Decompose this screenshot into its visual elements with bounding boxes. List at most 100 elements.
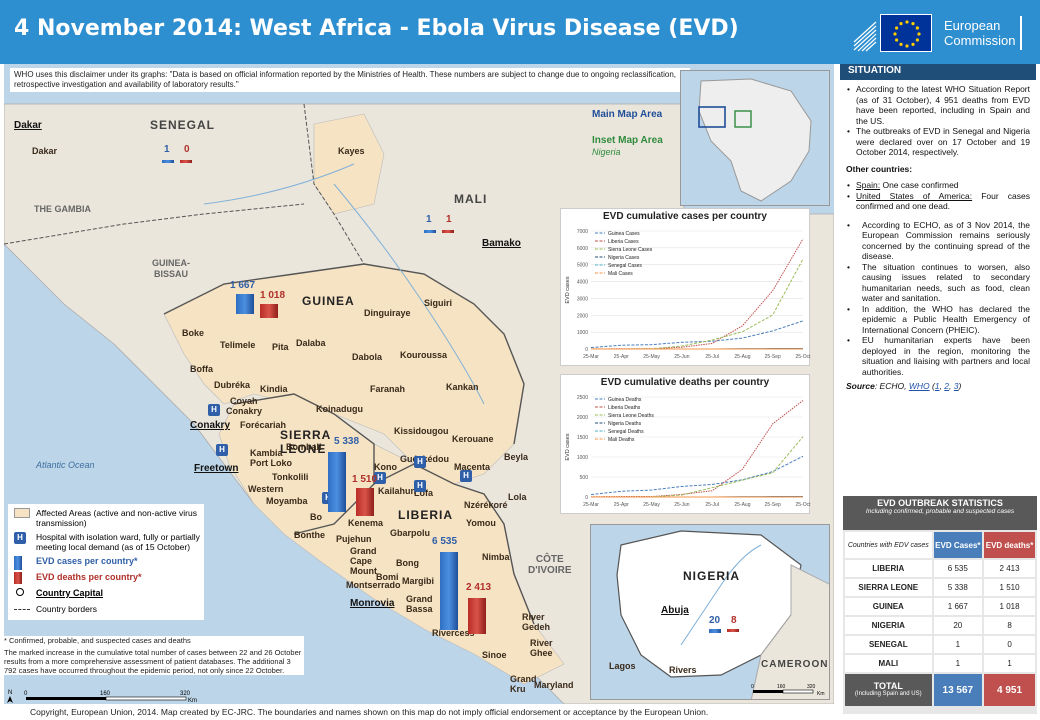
stats-row: GUINEA 1 667 1 018 (845, 598, 1035, 615)
main-map-area-label: Main Map Area (592, 109, 663, 120)
stats-col-cases: EVD Cases* (933, 532, 983, 558)
region-label: Dabola (352, 352, 383, 362)
region-label: Faranah (370, 384, 406, 394)
region-label: Lofa (414, 488, 433, 498)
y-tick-label: 1000 (577, 330, 588, 336)
echo-bullet: EU humanitarian experts have been deploy… (846, 335, 1030, 377)
guinea-deaths-label: 1 018 (260, 290, 286, 301)
region-label: Lola (508, 492, 527, 502)
x-tick-label: 25-Apr (614, 354, 629, 360)
inset-scale-1: 160 (777, 684, 786, 690)
usa-item: United States of America: Four cases con… (846, 191, 1030, 212)
echo-bullet: In addition, the WHO has declared the ep… (846, 304, 1030, 336)
region-label: Port Loko (250, 458, 292, 468)
eu-star-icon (917, 32, 921, 36)
stats-cell-cases: 1 (933, 636, 983, 653)
x-tick-label: 25-Mar (583, 354, 599, 360)
stats-total-label: TOTAL (Including Spain and US) (845, 674, 932, 706)
stats-header: EVD OUTBREAK STATISTICS Including confir… (843, 496, 1037, 530)
eu-star-icon (899, 42, 903, 46)
deaths-bar-swatch (14, 572, 22, 584)
eu-star-icon (911, 42, 915, 46)
nigeria-deaths-label: 8 (731, 615, 737, 626)
region-label: Tonkolili (272, 472, 309, 482)
stats-cell-deaths: 0 (984, 636, 1035, 653)
eu-building-lines-icon (853, 21, 877, 52)
mali-deaths-label: 1 (446, 214, 452, 225)
guinea-deaths-bar (260, 304, 278, 318)
region-label: Grand Kru (510, 674, 537, 694)
source-ref-3-link[interactable]: 3 (953, 381, 959, 391)
eu-star-icon (893, 32, 897, 36)
x-tick-label: 25-Apr (614, 502, 629, 508)
spain-label: Spain: (856, 180, 881, 190)
nigeria-cases-bar (709, 629, 721, 633)
label-atlantic-ocean: Atlantic Ocean (36, 460, 95, 470)
stats-row: MALI 1 1 (845, 655, 1035, 672)
stats-col-countries: Countries with EDV cases (845, 532, 932, 558)
source-ref-2-link[interactable]: 2 (944, 381, 950, 391)
y-tick-label: 2000 (577, 415, 588, 421)
stats-cell-country: SENEGAL (845, 636, 932, 653)
y-tick-label: 0 (585, 347, 588, 353)
region-label: Moyamba (266, 496, 308, 506)
label-senegal: SENEGAL (150, 118, 216, 132)
stats-cell-cases: 20 (933, 617, 983, 634)
region-label: Dakar (32, 146, 58, 156)
legend-cases-text: EVD cases per country* (36, 556, 138, 566)
capital-bamako: Bamako (482, 238, 521, 249)
legend-entry: Sierra Leone Deaths (608, 413, 654, 419)
usa-text: Four cases confirmed and one dead. (856, 190, 1030, 212)
stats-cell-country: LIBERIA (845, 560, 932, 577)
cases-bar-swatch (14, 556, 22, 570)
scale-0: 0 (24, 691, 28, 697)
inset-scale-0: 0 (751, 684, 754, 690)
liberia-cases-label: 6 535 (432, 536, 458, 547)
region-label: Dalaba (296, 338, 326, 348)
page-title: 4 November 2014: West Africa - Ebola Vir… (14, 16, 739, 41)
echo-bullets: According to ECHO, as of 3 Nov 2014, the… (840, 212, 1036, 378)
total-sub: (Including Spain and US) (854, 691, 922, 697)
deaths-chart-title: EVD cumulative deaths per country (600, 377, 770, 388)
region-label: Gbarpolu (390, 528, 430, 538)
y-tick-label: 0 (585, 495, 588, 501)
y-axis-label: EVD cases (565, 276, 571, 303)
region-label: Nzérékoré (464, 500, 508, 510)
region-lagos: Lagos (609, 661, 636, 671)
source-who-link[interactable]: WHO (908, 381, 930, 391)
capital-conakry: Conakry (190, 420, 231, 431)
source-ref-1-link[interactable]: 1 (934, 381, 940, 391)
legend-entry: Nigeria Cases (608, 255, 640, 261)
stats-cell-deaths: 1 018 (984, 598, 1035, 615)
inset-scale-unit: Km (817, 691, 825, 697)
mali-deaths-bar (442, 230, 454, 233)
stats-cell-country: SIERRA LEONE (845, 579, 932, 596)
region-label: Bo (310, 512, 322, 522)
region-label: Dubréka (214, 380, 251, 390)
liberia-deaths-label: 2 413 (466, 582, 492, 593)
scale-2: 320 (180, 691, 191, 697)
x-tick-label: 25-Mar (583, 502, 599, 508)
y-tick-label: 7000 (577, 229, 588, 235)
legend-entry: Sierra Leone Cases (608, 247, 653, 253)
nigeria-cases-label: 20 (709, 615, 721, 626)
region-label: Kerouane (452, 434, 494, 444)
label-cote-2: D'IVOIRE (528, 565, 572, 576)
guinea-cases-bar (236, 294, 254, 314)
region-rivers: Rivers (669, 665, 697, 675)
label-cote-1: CÔTE (535, 554, 564, 565)
hospital-icon: H (414, 456, 426, 468)
other-countries-list: Spain: One case confirmed United States … (840, 176, 1036, 212)
who-disclaimer: WHO uses this disclaimer under its graph… (10, 68, 690, 92)
y-tick-label: 500 (580, 475, 589, 481)
region-label: Telimele (220, 340, 256, 350)
region-label: Kindia (260, 384, 288, 394)
region-label: Margibi (402, 576, 435, 586)
legend-entry: Mali Cases (608, 271, 633, 277)
stats-cell-deaths: 2 413 (984, 560, 1035, 577)
stats-total-deaths: 4 951 (984, 674, 1035, 706)
main-map: WHO uses this disclaimer under its graph… (4, 64, 834, 704)
affected-area-swatch (14, 508, 30, 518)
other-countries-heading: Other countries: (846, 163, 913, 174)
stats-total-cases: 13 567 (933, 674, 983, 706)
